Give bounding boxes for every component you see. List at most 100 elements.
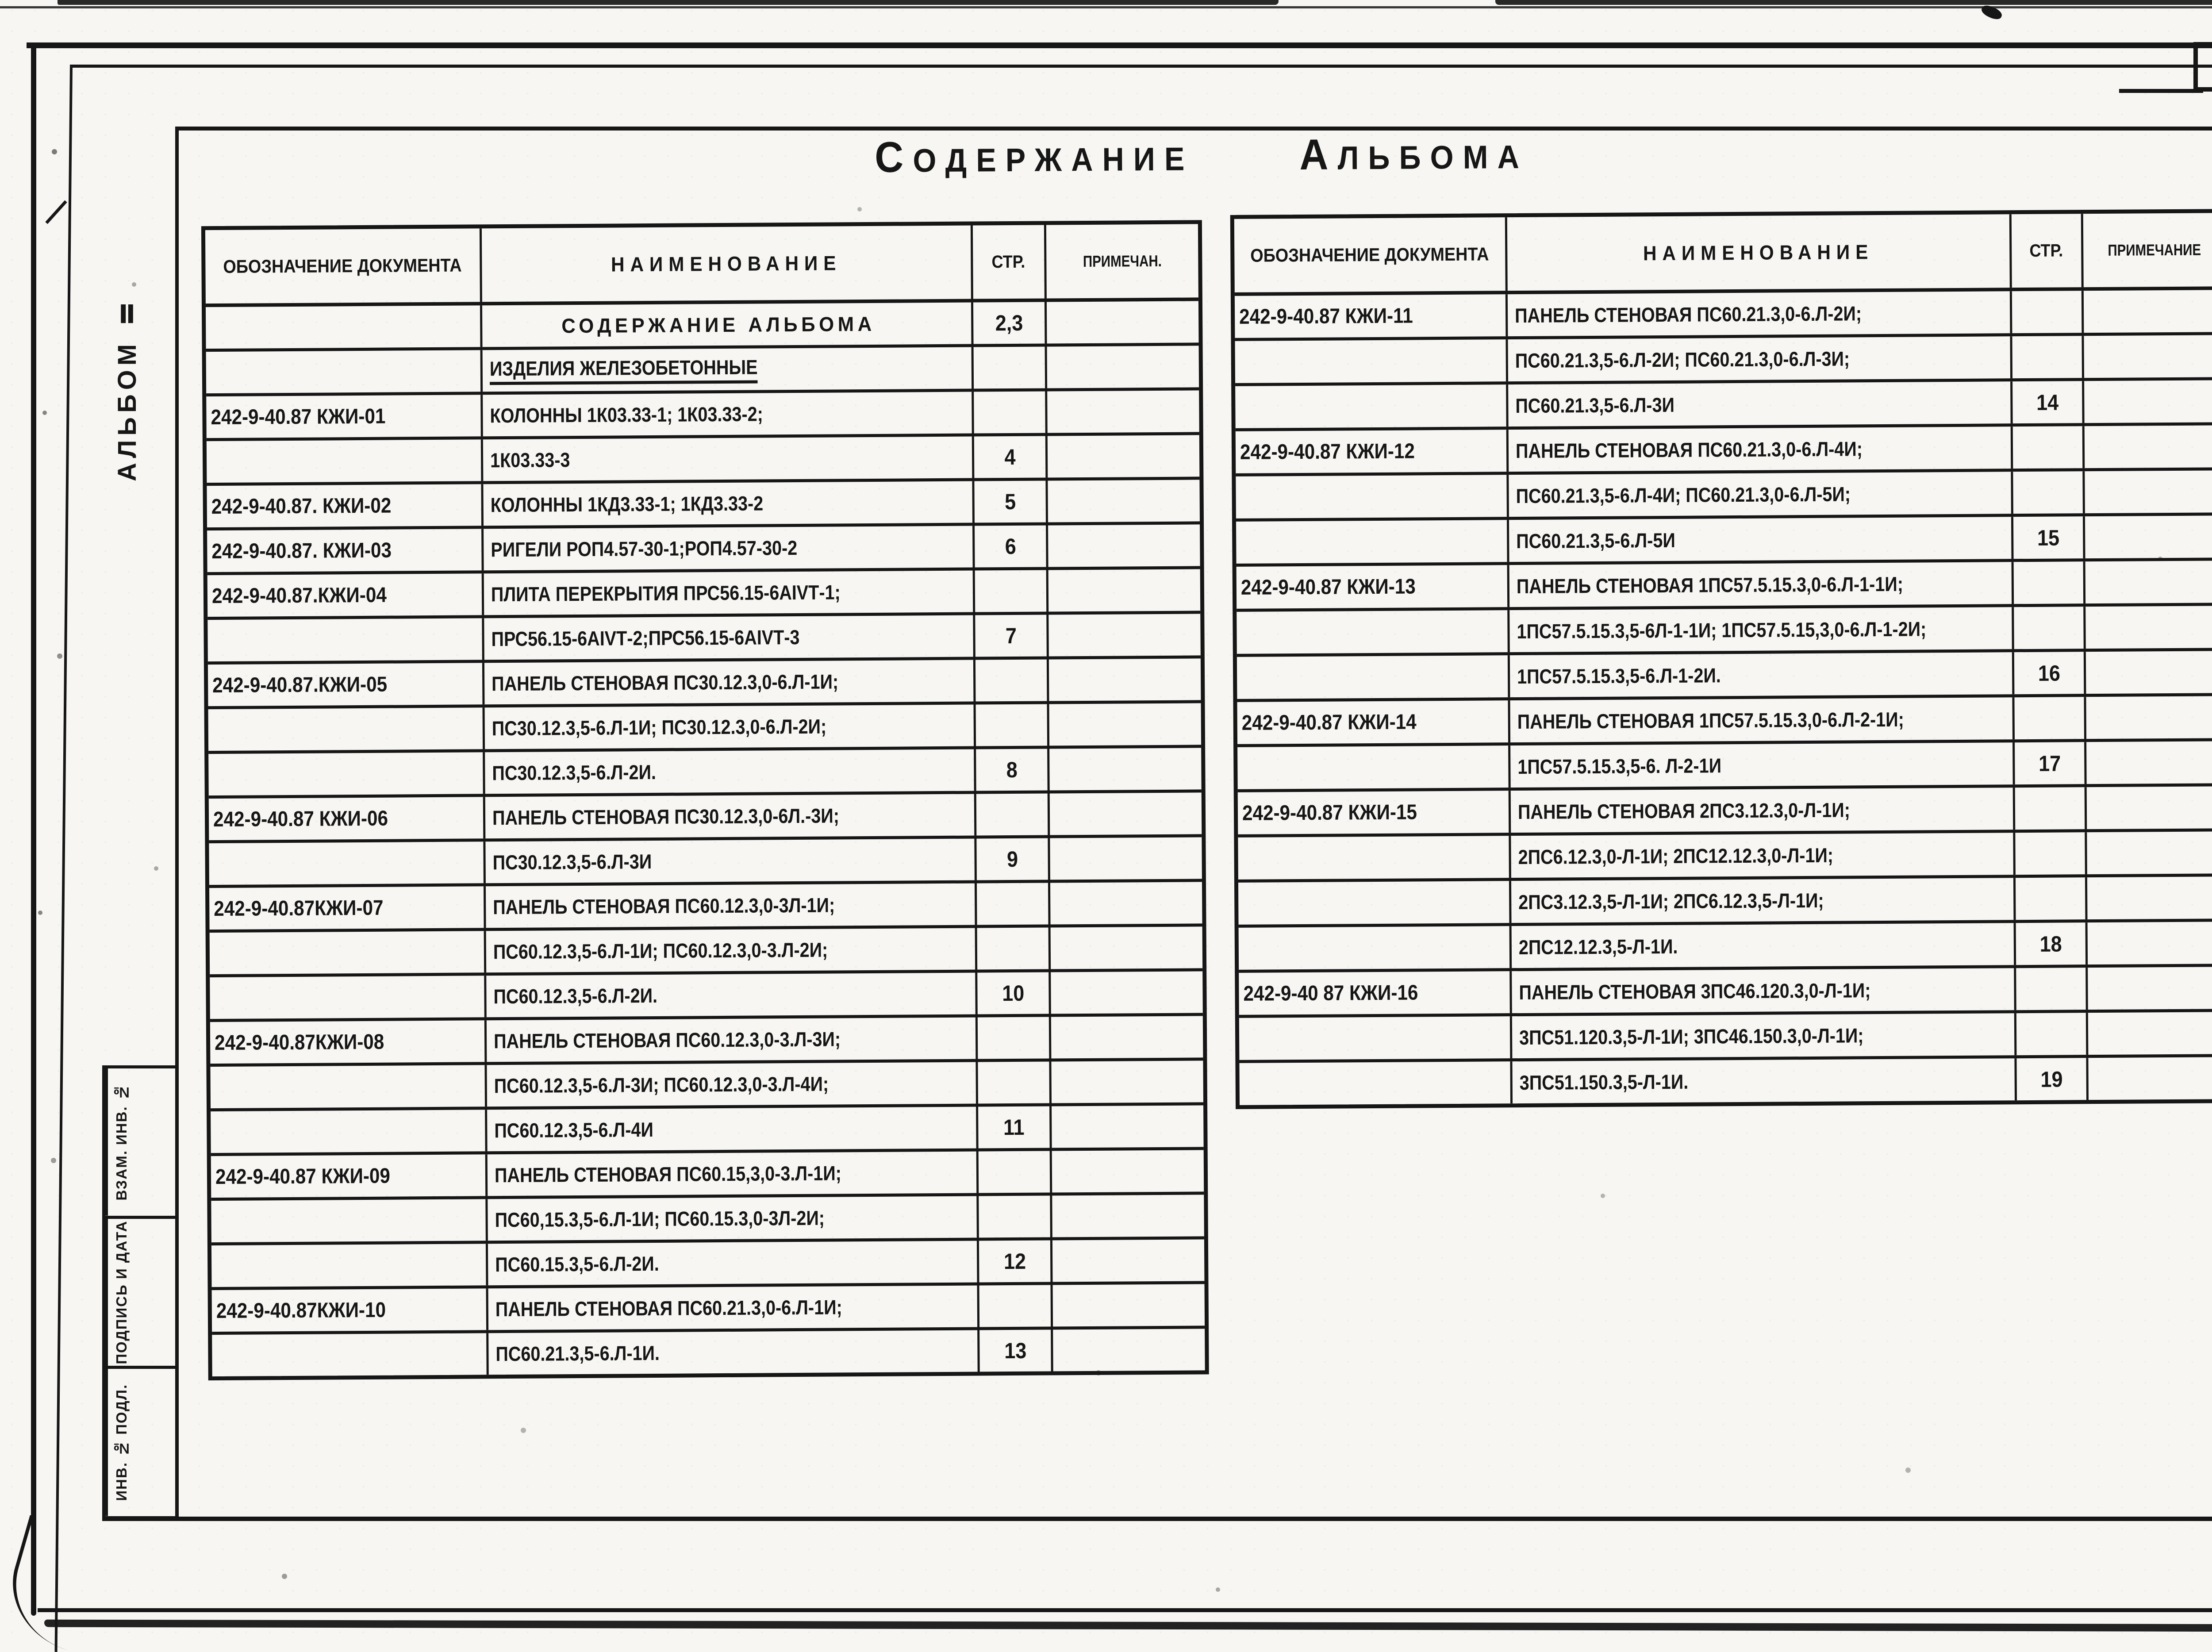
page-cell <box>975 1017 1049 1059</box>
page-cell: 8 <box>974 749 1048 791</box>
note-cell <box>1049 1105 1204 1148</box>
page-cell-text: 7 <box>1005 623 1017 649</box>
name-cell-text: ПАНЕЛЬ СТЕНОВАЯ ПС60.21.3,0-6.Л-2И; <box>1514 301 1862 327</box>
doc-cell <box>209 841 484 885</box>
page-cell <box>976 1151 1050 1193</box>
note-cell <box>2085 831 2212 875</box>
note-cell <box>1050 1284 1205 1327</box>
note-cell <box>1046 658 1201 701</box>
name-cell-text: ПАНЕЛЬ СТЕНОВАЯ 2ПС3.12.3,0-Л-1И; <box>1517 798 1851 823</box>
doc-cell-text: 242-9-40 87 КЖИ-16 <box>1243 981 1418 1006</box>
page-cell <box>2013 832 2085 875</box>
doc-cell: 242-9-40.87КЖИ-10 <box>212 1288 487 1332</box>
note-cell <box>2085 967 2212 1010</box>
name-cell-text: 1К03.33-3 <box>490 448 570 472</box>
table-row: ПС60.21.3,5-6.Л-5И 15 <box>1236 515 2212 567</box>
doc-cell-text: 242-9-40.87. КЖИ-02 <box>211 494 392 519</box>
table-row: 1ПС57.5.15.3,5-6. Л-2-1И 17 <box>1237 741 2212 792</box>
doc-cell <box>211 1199 486 1242</box>
name-cell: ПАНЕЛЬ СТЕНОВАЯ 1ПС57.5.15.3,0-6.Л-2-1И; <box>1508 697 2013 743</box>
doc-cell-text: 242-9-40.87 КЖИ-12 <box>1240 439 1415 464</box>
col-header-note: ПРИМЕЧАН. <box>1044 224 1198 299</box>
name-cell: ПС60.21.3,5-6.Л-1И. <box>486 1330 978 1375</box>
stamp-row: ВЗАМ. ИНВ. № <box>105 1068 175 1219</box>
doc-cell <box>206 305 480 349</box>
page-cell: 17 <box>2012 742 2085 785</box>
doc-cell: 242-9-40.87 КЖИ-01 <box>206 395 481 438</box>
page-cell: 13 <box>977 1329 1051 1372</box>
doc-cell: 242-9-40.87. КЖИ-02 <box>207 484 481 527</box>
doc-cell-text: 242-9-40.87КЖИ-10 <box>216 1298 386 1323</box>
name-cell: ИЗДЕЛИЯ ЖЕЛЕЗОБЕТОННЫЕ <box>480 347 972 392</box>
note-cell <box>2085 922 2212 965</box>
scan-edge-line <box>0 6 2212 8</box>
name-cell-text: ПС60.12.3,5-6.Л-1И; ПС60.12.3,0-3.Л-2И; <box>493 938 828 964</box>
doc-cell: 242-9-40 87 КЖИ-16 <box>1239 971 1510 1015</box>
note-cell <box>2085 876 2212 920</box>
inner-frame-top <box>175 127 2212 131</box>
table-row: ПС60.12.3,5-6.Л-4И 11 <box>211 1105 1204 1156</box>
page-cell <box>2014 968 2086 1010</box>
page-cell <box>2010 426 2083 469</box>
note-cell <box>1045 346 1199 388</box>
table-row: ПС30.12.3,5-6.Л-3И 9 <box>209 837 1202 888</box>
page-cell: 15 <box>2011 516 2083 559</box>
stamp-label-podpis-data: ПОДПИСЬ И ДАТА <box>105 1218 135 1366</box>
table-row: 242-9-40.87 КЖИ-15 ПАНЕЛЬ СТЕНОВАЯ 2ПС3.1… <box>1237 786 2212 838</box>
col-header-name: НАИМЕНОВАНИЕ <box>479 225 971 302</box>
inner-frame-bottom <box>102 1517 2212 1521</box>
table-row: 242-9-40.87КЖИ-08 ПАНЕЛЬ СТЕНОВАЯ ПС60.12… <box>210 1016 1203 1067</box>
name-cell: ПС60.12.3,5-6.Л-4И <box>485 1106 976 1152</box>
table-row: 242-9-40.87 КЖИ-12 ПАНЕЛЬ СТЕНОВАЯ ПС60.2… <box>1235 425 2212 476</box>
note-cell <box>1051 1329 1205 1372</box>
page-cell <box>2013 877 2085 920</box>
table-row: ПС60.12.3,5-6.Л-2И. 10 <box>210 971 1203 1022</box>
name-cell-text: 3ПС51.150.3,5-Л-1И. <box>1519 1070 1689 1094</box>
name-cell: 1К03.33-3 <box>480 436 972 481</box>
table-row: ПС60.21.3,5-6.Л-1И. 13 <box>212 1329 1205 1376</box>
note-cell <box>1048 926 1203 969</box>
note-cell <box>2084 741 2212 784</box>
page-cell <box>2014 1013 2086 1056</box>
note-cell <box>1050 1239 1205 1282</box>
page-cell-text: 19 <box>2040 1067 2063 1092</box>
name-cell-text: ПС60.21.3,5-6.Л-3И <box>1515 393 1675 417</box>
page-cell <box>973 704 1048 746</box>
name-cell-text: ИЗДЕЛИЯ ЖЕЛЕЗОБЕТОННЫЕ <box>489 355 758 385</box>
name-cell-text: ПС60,15.3,5-6.Л-1И; ПС60.15.3,0-3Л-2И; <box>495 1206 825 1232</box>
name-cell-text: 3ПС51.120.3,5-Л-1И; 3ПС46.150.3,0-Л-1И; <box>1519 1023 1864 1049</box>
name-cell: РИГЕЛИ РОП4.57-30-1;РОП4.57-30-2 <box>481 526 973 571</box>
name-cell-text: ПАНЕЛЬ СТЕНОВАЯ 1ПС57.5.15.3,0-6.Л-1-1И; <box>1516 572 1904 598</box>
name-cell-text: ПАНЕЛЬ СТЕНОВАЯ ПС60.15,3,0-3.Л-1И; <box>494 1161 842 1187</box>
name-cell-text: ПС30.12.3,5-6.Л-2И. <box>492 760 657 785</box>
table-row: ПС30.12.3,5-6.Л-2И. 8 <box>208 748 1202 799</box>
doc-cell: 242-9-40.87 КЖИ-13 <box>1237 565 1508 609</box>
name-cell-text: ПАНЕЛЬ СТЕНОВАЯ ПС30.12.3,0-6.Л-1И; <box>492 670 839 695</box>
doc-cell-text: 242-9-40.87КЖИ-07 <box>214 896 384 921</box>
doc-cell <box>1235 339 1506 383</box>
table-row: СОДЕРЖАНИЕ АЛЬБОМА 2,3 <box>205 301 1199 352</box>
page-cell <box>972 570 1047 612</box>
name-cell-text: ПС60.15.3,5-6.Л-2И. <box>495 1252 659 1276</box>
note-cell <box>1050 1195 1204 1237</box>
contents-table-right: ОБОЗНАЧЕНИЕ ДОКУМЕНТА НАИМЕНОВАНИЕ СТР. … <box>1230 209 2212 1109</box>
page-cell <box>2010 336 2082 379</box>
name-cell: ПС60.12.3,5-6.Л-2И. <box>484 972 975 1018</box>
page-cell-text: 16 <box>2038 661 2060 686</box>
page-cell-text: 4 <box>1004 444 1016 470</box>
note-cell <box>1046 524 1200 567</box>
scan-edge-top <box>58 0 1279 5</box>
name-cell: 1ПС57.5.15.3,5-6. Л-2-1И <box>1508 742 2013 788</box>
table-row: 2ПС6.12.3,0-Л-1И; 2ПС12.12.3,0-Л-1И; <box>1238 831 2212 883</box>
doc-cell-text: 242-9-40.87 КЖИ-06 <box>213 807 388 831</box>
doc-cell-text: 242-9-40.87 КЖИ-15 <box>1242 800 1417 825</box>
table-row: 242-9-40.87.КЖИ-05 ПАНЕЛЬ СТЕНОВАЯ ПС30.1… <box>207 658 1201 710</box>
name-cell: ПС60.12.3,5-6.Л-1И; ПС60.12.3,0-3.Л-2И; <box>484 928 975 973</box>
table-row: 242-9-40.87 КЖИ-11 ПАНЕЛЬ СТЕНОВАЯ ПС60.2… <box>1234 290 2212 341</box>
doc-cell: 242-9-40.87.КЖИ-05 <box>208 663 483 706</box>
name-cell: ПАНЕЛЬ СТЕНОВАЯ ПС30.12.3,0-6.Л-1И; <box>482 660 974 705</box>
table-row: 242-9-40.87. КЖИ-02 КОЛОННЫ 1КД3.33-1; 1К… <box>207 480 1200 531</box>
table-row: 2ПС3.12.3,5-Л-1И; 2ПС6.12.3,5-Л-1И; <box>1238 876 2212 928</box>
name-cell: 2ПС12.12.3,5-Л-1И. <box>1509 923 2014 968</box>
name-cell-text: 2ПС3.12.3,5-Л-1И; 2ПС6.12.3,5-Л-1И; <box>1518 888 1824 914</box>
